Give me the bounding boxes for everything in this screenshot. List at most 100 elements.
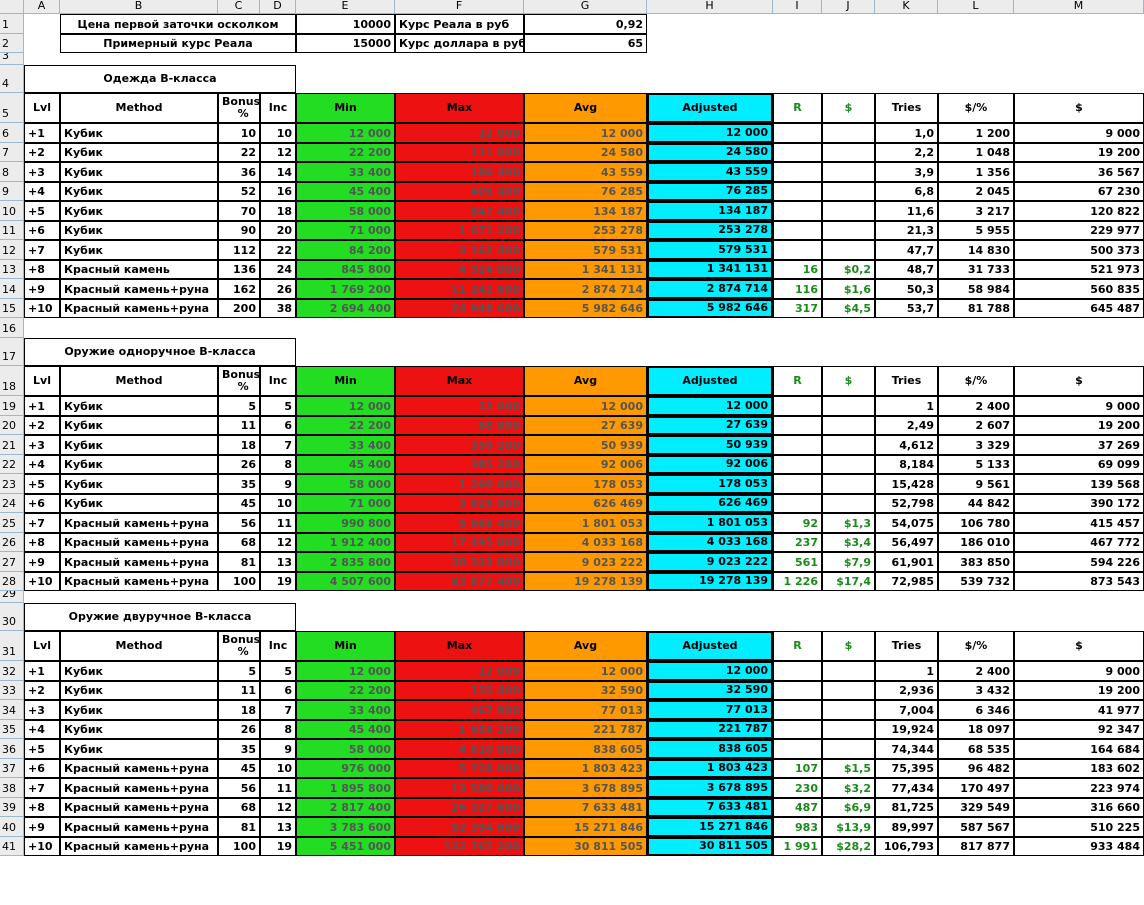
col-header-lvl[interactable]: Lvl: [24, 366, 60, 396]
col-header-usd[interactable]: $: [822, 93, 875, 123]
data-cell[interactable]: +7: [24, 240, 60, 260]
data-cell[interactable]: +5: [24, 474, 60, 494]
column-header-f[interactable]: F: [395, 0, 524, 14]
data-cell[interactable]: 136: [218, 259, 260, 279]
data-cell[interactable]: 56,497: [875, 532, 938, 552]
data-cell[interactable]: [822, 181, 875, 201]
data-cell[interactable]: 2,936: [875, 680, 938, 700]
col-header-avg[interactable]: Avg: [524, 366, 647, 396]
data-cell[interactable]: Красный камень+руна: [60, 836, 218, 856]
data-cell[interactable]: [773, 162, 822, 182]
data-cell[interactable]: 100: [218, 571, 260, 591]
data-cell[interactable]: 30 811 505: [524, 836, 647, 856]
data-cell[interactable]: $7,9: [822, 552, 875, 572]
data-cell[interactable]: +1: [24, 661, 60, 681]
data-cell[interactable]: 6,8: [875, 181, 938, 201]
row-header-12[interactable]: 12: [0, 240, 24, 260]
data-cell[interactable]: [822, 474, 875, 494]
data-cell[interactable]: 96 482: [938, 758, 1014, 778]
data-cell[interactable]: 8,184: [875, 454, 938, 474]
data-cell[interactable]: 5 955: [938, 220, 1014, 240]
data-cell[interactable]: Кубик: [60, 719, 218, 739]
data-cell[interactable]: 7 633 481: [524, 797, 647, 817]
data-cell[interactable]: 12 000: [296, 396, 395, 416]
data-cell[interactable]: 22: [218, 142, 260, 162]
data-cell[interactable]: 383 850: [938, 552, 1014, 572]
data-cell[interactable]: 10: [218, 123, 260, 143]
data-cell[interactable]: 5 133: [938, 454, 1014, 474]
data-cell[interactable]: 1: [875, 396, 938, 416]
data-cell[interactable]: Красный камень+руна: [60, 817, 218, 837]
data-cell[interactable]: [822, 719, 875, 739]
row-header-10[interactable]: 10: [0, 201, 24, 221]
row-header-28[interactable]: 28: [0, 571, 24, 591]
data-cell[interactable]: 626 469: [524, 493, 647, 513]
data-cell[interactable]: 183 602: [1014, 758, 1144, 778]
data-cell[interactable]: 467 800: [395, 700, 524, 720]
column-header-k[interactable]: K: [875, 0, 938, 14]
data-cell[interactable]: 24 948 600: [395, 298, 524, 318]
data-cell[interactable]: [773, 474, 822, 494]
data-cell[interactable]: 645 487: [1014, 298, 1144, 318]
data-cell[interactable]: 12 000: [647, 396, 773, 416]
data-cell[interactable]: Кубик: [60, 454, 218, 474]
data-cell[interactable]: 58 984: [938, 279, 1014, 299]
col-header-max[interactable]: Max: [395, 366, 524, 396]
data-cell[interactable]: +4: [24, 454, 60, 474]
data-cell[interactable]: 36: [218, 162, 260, 182]
row-header-22[interactable]: 22: [0, 454, 24, 474]
data-cell[interactable]: 11: [260, 513, 296, 533]
data-cell[interactable]: 845 800: [296, 259, 395, 279]
data-cell[interactable]: 10: [260, 493, 296, 513]
col-header-bonus[interactable]: Bonus, %: [218, 631, 260, 661]
data-cell[interactable]: [773, 181, 822, 201]
data-cell[interactable]: 594 226: [1014, 552, 1144, 572]
data-cell[interactable]: 112: [218, 240, 260, 260]
col-header-max[interactable]: Max: [395, 631, 524, 661]
data-cell[interactable]: 132 767 200: [395, 836, 524, 856]
data-cell[interactable]: +10: [24, 836, 60, 856]
column-header-h[interactable]: H: [647, 0, 773, 14]
data-cell[interactable]: 134 187: [647, 201, 773, 221]
data-cell[interactable]: [822, 739, 875, 759]
data-cell[interactable]: 67 230: [1014, 181, 1144, 201]
data-cell[interactable]: 26 327 600: [395, 797, 524, 817]
data-cell[interactable]: 68: [218, 797, 260, 817]
data-cell[interactable]: 3 828 800: [395, 493, 524, 513]
data-cell[interactable]: +2: [24, 680, 60, 700]
row-header-6[interactable]: 6: [0, 123, 24, 143]
row-header-7[interactable]: 7: [0, 142, 24, 162]
data-cell[interactable]: 81: [218, 817, 260, 837]
data-cell[interactable]: 19 200: [1014, 142, 1144, 162]
data-cell[interactable]: 68: [218, 532, 260, 552]
data-cell[interactable]: 14 830: [938, 240, 1014, 260]
row-header-17[interactable]: 17: [0, 338, 24, 366]
data-cell[interactable]: 24 580: [647, 142, 773, 162]
data-cell[interactable]: 71 000: [296, 220, 395, 240]
data-cell[interactable]: 976 000: [296, 758, 395, 778]
row-header-19[interactable]: 19: [0, 396, 24, 416]
data-cell[interactable]: [773, 396, 822, 416]
data-cell[interactable]: 1 671 200: [395, 220, 524, 240]
data-cell[interactable]: Кубик: [60, 123, 218, 143]
data-cell[interactable]: 6 346: [938, 700, 1014, 720]
col-header-max[interactable]: Max: [395, 93, 524, 123]
data-cell[interactable]: Кубик: [60, 700, 218, 720]
data-cell[interactable]: 579 531: [524, 240, 647, 260]
col-header-usd2[interactable]: $: [1014, 366, 1144, 396]
data-cell[interactable]: 43 559: [524, 162, 647, 182]
data-cell[interactable]: 58 000: [296, 739, 395, 759]
data-cell[interactable]: 317: [773, 298, 822, 318]
data-cell[interactable]: 24: [260, 259, 296, 279]
data-cell[interactable]: Красный камень: [60, 259, 218, 279]
data-cell[interactable]: 111 000: [395, 142, 524, 162]
data-cell[interactable]: 3 329: [938, 435, 1014, 455]
data-cell[interactable]: 390 172: [1014, 493, 1144, 513]
data-cell[interactable]: 2 607: [938, 415, 1014, 435]
data-cell[interactable]: 3 678 895: [524, 778, 647, 798]
data-cell[interactable]: 44 842: [938, 493, 1014, 513]
data-cell[interactable]: 561: [773, 552, 822, 572]
column-header-b[interactable]: B: [60, 0, 218, 14]
data-cell[interactable]: 47,7: [875, 240, 938, 260]
data-cell[interactable]: 81: [218, 552, 260, 572]
